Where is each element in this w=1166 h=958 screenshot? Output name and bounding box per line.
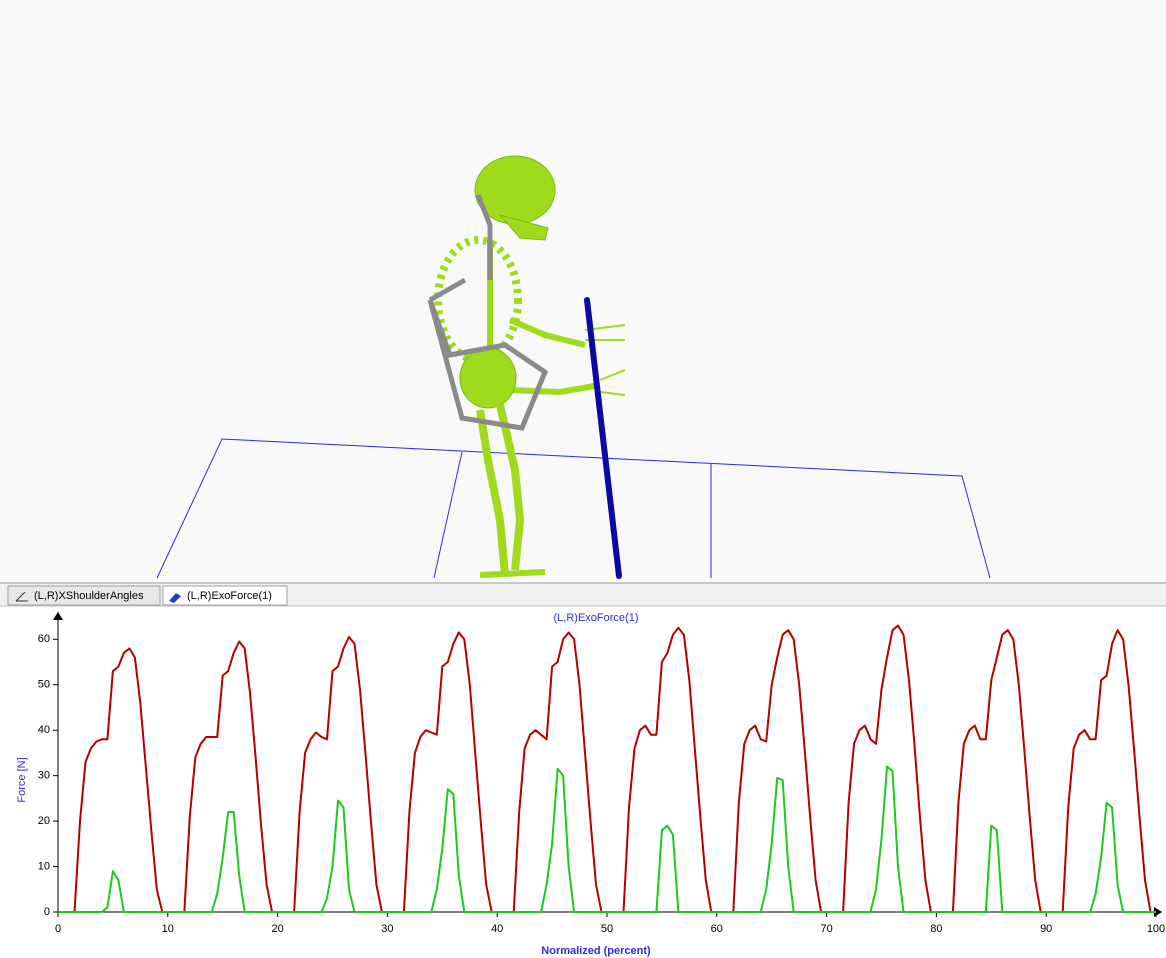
viewport — [0, 0, 1166, 582]
x-tick-label: 0 — [55, 923, 61, 935]
x-tick-label: 80 — [930, 923, 942, 935]
y-tick-label: 30 — [38, 770, 50, 782]
chart-title: (L,R)ExoForce(1) — [554, 612, 639, 624]
x-axis-label: Normalized (percent) — [541, 945, 651, 957]
y-axis-arrow — [53, 612, 63, 620]
tab-label: (L,R)XShoulderAngles — [34, 590, 144, 602]
y-tick-label: 40 — [38, 724, 50, 736]
app-window: (L,R)XShoulderAngles (L,R)ExoForce(1) (L… — [0, 0, 1166, 958]
chart: (L,R)ExoForce(1) Force [N] Normalized (p… — [16, 612, 1165, 957]
data-line — [58, 626, 1156, 912]
y-tick-label: 50 — [38, 679, 50, 691]
y-tick-label: 20 — [38, 815, 50, 827]
tab-label: (L,R)ExoForce(1) — [187, 590, 272, 602]
tab[interactable]: (L,R)XShoulderAngles — [8, 586, 160, 605]
x-tick-label: 10 — [162, 923, 174, 935]
data-line — [58, 767, 1156, 913]
page: (L,R)XShoulderAngles (L,R)ExoForce(1) (L… — [0, 0, 1166, 958]
y-tick-label: 0 — [44, 906, 50, 918]
x-tick-label: 100 — [1147, 923, 1165, 935]
x-tick-label: 20 — [271, 923, 283, 935]
x-tick-label: 30 — [381, 923, 393, 935]
x-tick-label: 60 — [711, 923, 723, 935]
x-tick-label: 50 — [601, 923, 613, 935]
tab[interactable]: (L,R)ExoForce(1) — [163, 586, 287, 605]
x-tick-label: 90 — [1040, 923, 1052, 935]
y-tick-label: 10 — [38, 860, 50, 872]
x-tick-label: 70 — [820, 923, 832, 935]
y-axis-label: Force [N] — [16, 757, 28, 802]
y-tick-label: 60 — [38, 633, 50, 645]
x-tick-label: 40 — [491, 923, 503, 935]
